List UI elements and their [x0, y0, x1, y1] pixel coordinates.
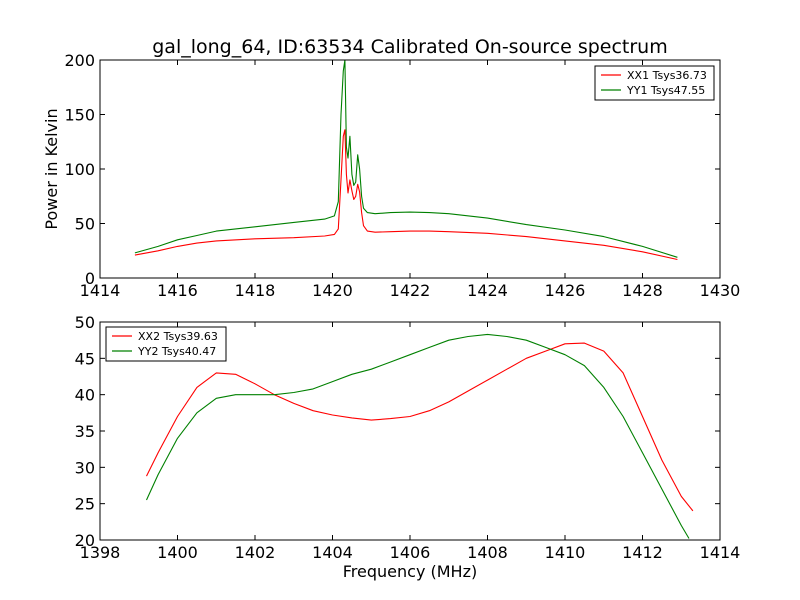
- top-plot-y-tick-label: 150: [64, 106, 95, 125]
- top-plot-x-tick-label: 1424: [467, 281, 508, 300]
- bottom-plot-series-xx2-line: [146, 342, 694, 512]
- top-plot-y-tick-label: 50: [75, 215, 95, 234]
- bottom-plot-series-layer: [145, 333, 694, 539]
- bottom-plot-y-tick-label: 25: [75, 495, 95, 514]
- top-plot-series-xx1-line: [134, 129, 678, 261]
- chart-title: gal_long_64, ID:63534 Calibrated On-sour…: [152, 36, 667, 58]
- bottom-plot-y-tick-label: 30: [75, 458, 95, 477]
- bottom-plot-tick-layer: 1398 1400 1402 1404 1406 1408 1410 1412 1414 20 25…: [75, 313, 741, 562]
- bottom-plot-y-tick-label: 35: [75, 422, 95, 441]
- top-plot: Power in Kelvin 1414 1416 1418 1420 1422 1424…: [42, 51, 740, 300]
- bottom-plot-y-tick-label: 45: [75, 349, 95, 368]
- bottom-plot-legend-label: XX2 Tsys39.63: [138, 330, 218, 343]
- bottom-plot-x-tick-label: 1414: [700, 543, 741, 562]
- bottom-plot-x-tick-label: 1398: [80, 543, 121, 562]
- bottom-plot: Frequency (MHz) 1398 1400 1402 1404 1406 1408…: [75, 313, 741, 581]
- top-plot-x-tick-label: 1416: [157, 281, 198, 300]
- top-plot-y-tick-label: 200: [64, 51, 95, 70]
- bottom-plot-series-yy2-line: [145, 333, 690, 539]
- bottom-plot-x-tick-label: 1410: [545, 543, 586, 562]
- top-plot-x-tick-label: 1430: [700, 281, 741, 300]
- top-plot-tick-layer: 1414 1416 1418 1420 1422 1424 1426 1428 1430 0 50 1…: [64, 51, 740, 300]
- top-plot-y-tick-label: 100: [64, 160, 95, 179]
- bottom-plot-y-tick-label: 50: [75, 313, 95, 332]
- bottom-plot-x-axis-label: Frequency (MHz): [343, 562, 477, 581]
- top-plot-frame: [99, 59, 721, 279]
- top-plot-x-tick-label: 1420: [312, 281, 353, 300]
- top-plot-x-tick-label: 1414: [80, 281, 121, 300]
- bottom-plot-x-tick-label: 1404: [312, 543, 353, 562]
- top-plot-y-tick-label: 0: [85, 269, 95, 288]
- bottom-plot-x-tick-label: 1400: [157, 543, 198, 562]
- top-plot-legend-box: [594, 65, 715, 101]
- bottom-plot-legend-label: YY2 Tsys40.47: [137, 345, 216, 358]
- top-plot-legend-label: XX1 Tsys36.73: [627, 69, 707, 82]
- bottom-plot-x-tick-label: 1412: [622, 543, 663, 562]
- bottom-plot-y-tick-label: 40: [75, 386, 95, 405]
- bottom-plot-x-tick-label: 1408: [467, 543, 508, 562]
- top-plot-x-tick-label: 1428: [622, 281, 663, 300]
- bottom-plot-x-tick-label: 1402: [235, 543, 276, 562]
- top-plot-x-tick-label: 1426: [545, 281, 586, 300]
- bottom-plot-legend: XX2 Tsys39.63 YY2 Tsys40.47: [105, 326, 227, 362]
- bottom-plot-y-tick-label: 20: [75, 531, 95, 550]
- top-plot-y-axis-label: Power in Kelvin: [42, 108, 61, 229]
- top-plot-x-tick-label: 1418: [235, 281, 276, 300]
- top-plot-legend: XX1 Tsys36.73 YY1 Tsys47.55: [594, 65, 715, 101]
- bottom-plot-legend-box: [105, 326, 227, 362]
- top-plot-x-tick-label: 1422: [390, 281, 431, 300]
- top-plot-series-layer: [134, 60, 678, 261]
- top-plot-series-yy1-line: [134, 60, 678, 258]
- bottom-plot-frame: [99, 321, 721, 541]
- top-plot-legend-label: YY1 Tsys47.55: [626, 84, 705, 97]
- bottom-plot-x-tick-label: 1406: [390, 543, 431, 562]
